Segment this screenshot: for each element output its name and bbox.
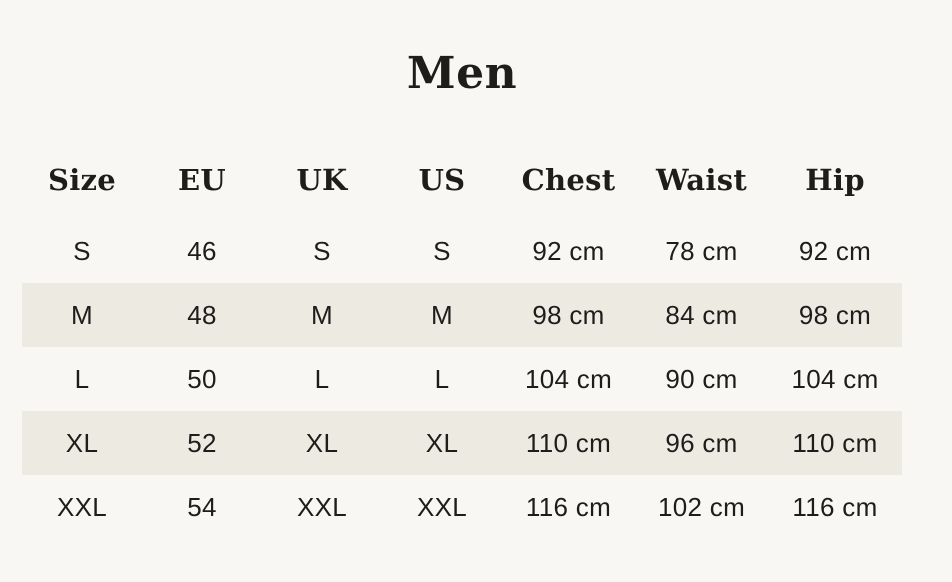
cell-waist: 102 cm <box>657 491 746 522</box>
cell-chest: 92 cm <box>532 235 605 266</box>
cell-hip: 92 cm <box>798 235 872 266</box>
column-header-chest: Chest <box>521 162 616 197</box>
page-title: Men <box>406 48 518 99</box>
table-row: XL 52 XL XL 110 cm 96 cm 110 cm <box>22 411 902 475</box>
cell-uk: S <box>313 235 331 266</box>
cell-chest: 98 cm <box>532 299 605 330</box>
size-table-body: S 46 S S 92 cm 78 cm 92 cm M 48 M M 98 cm 84 cm 98 cm… <box>22 219 902 539</box>
column-header-size: Size <box>47 162 117 197</box>
cell-us: M <box>431 299 453 330</box>
column-header-waist: Waist <box>655 162 748 197</box>
cell-chest: 110 cm <box>525 427 612 458</box>
column-header-us: US <box>418 162 466 197</box>
column-header-hip: Hip <box>805 162 865 197</box>
cell-eu: 46 <box>187 235 217 266</box>
cell-us: XXL <box>416 491 468 522</box>
cell-hip: 116 cm <box>792 491 878 522</box>
cell-size: M <box>71 299 93 330</box>
table-row: XXL 54 XXL XXL 116 cm 102 cm 116 cm <box>22 475 902 539</box>
cell-uk: XXL <box>296 491 348 522</box>
table-row: M 48 M M 98 cm 84 cm 98 cm <box>22 283 902 347</box>
column-header-uk: UK <box>296 162 348 197</box>
cell-uk: L <box>314 363 330 394</box>
cell-uk: XL <box>305 427 339 458</box>
cell-size: S <box>73 235 91 266</box>
table-row: L 50 L L 104 cm 90 cm 104 cm <box>22 347 902 411</box>
cell-waist: 78 cm <box>665 235 738 266</box>
table-row: S 46 S S 92 cm 78 cm 92 cm <box>22 219 902 283</box>
size-table-head: Size EU UK US Chest Waist Hip <box>22 140 902 219</box>
cell-uk: M <box>311 299 333 330</box>
column-header-eu: EU <box>178 162 226 197</box>
cell-size: L <box>74 363 90 394</box>
cell-waist: 90 cm <box>665 363 738 394</box>
cell-eu: 48 <box>187 299 217 330</box>
cell-eu: 52 <box>187 427 217 458</box>
cell-us: L <box>434 363 450 394</box>
cell-us: S <box>433 235 451 266</box>
cell-eu: 50 <box>187 363 217 394</box>
cell-waist: 84 cm <box>665 299 738 330</box>
cell-hip: 104 cm <box>791 363 879 394</box>
header-row: Size EU UK US Chest Waist Hip <box>22 140 902 219</box>
size-table: Size EU UK US Chest Waist Hip S 46 S S 92 cm 78 cm 9… <box>22 140 902 539</box>
cell-size: XL <box>65 427 99 458</box>
cell-chest: 104 cm <box>524 363 613 394</box>
cell-us: XL <box>425 427 459 458</box>
cell-hip: 110 cm <box>792 427 878 458</box>
size-guide-section: Men Size EU UK US Chest Waist Hip S 46 S S 92 cm 78… <box>22 0 902 539</box>
cell-eu: 54 <box>187 491 217 522</box>
cell-hip: 98 cm <box>798 299 872 330</box>
cell-chest: 116 cm <box>525 491 612 522</box>
cell-waist: 96 cm <box>665 427 738 458</box>
cell-size: XXL <box>56 491 108 522</box>
